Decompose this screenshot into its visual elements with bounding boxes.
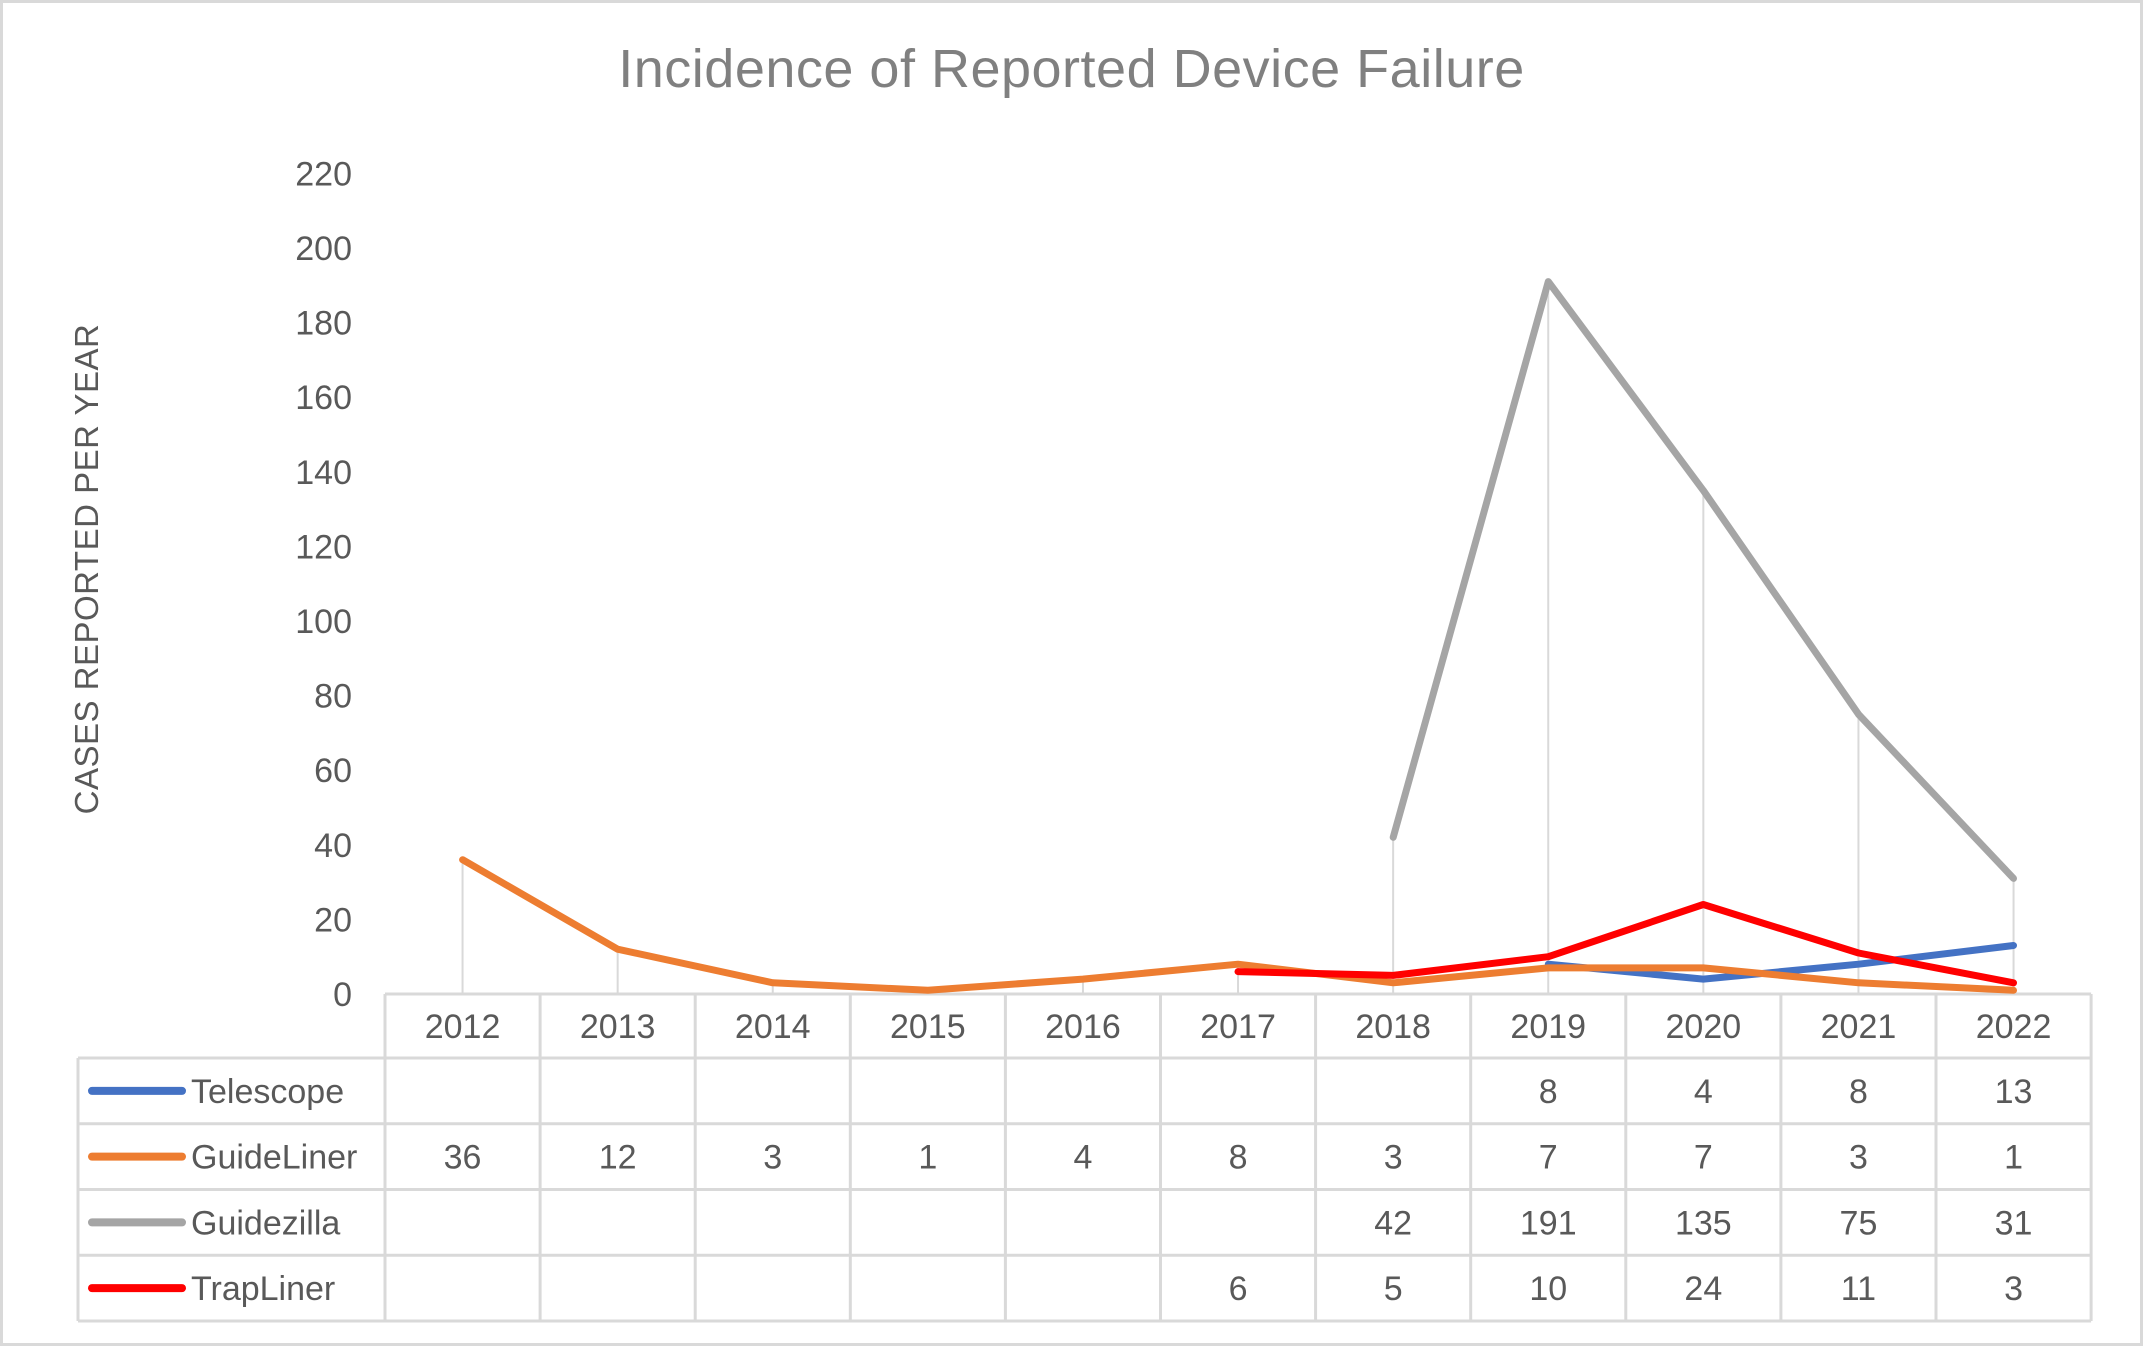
x-category-label: 2019: [1510, 1008, 1586, 1046]
x-category-label: 2016: [1045, 1008, 1121, 1046]
x-category-label: 2012: [425, 1008, 501, 1046]
table-cell-value: 12: [599, 1139, 637, 1177]
table-cell-value: 11: [1841, 1270, 1876, 1308]
table-cell-value: 135: [1675, 1204, 1732, 1242]
table-cell-value: 4: [1694, 1073, 1713, 1111]
x-category-label: 2021: [1821, 1008, 1897, 1046]
y-tick-label: 60: [314, 752, 352, 790]
legend-label-guidezilla: Guidezilla: [191, 1204, 340, 1242]
table-cell-value: 36: [444, 1139, 482, 1177]
table-cell-value: 8: [1229, 1139, 1248, 1177]
legend-label-guideliner: GuideLiner: [191, 1139, 357, 1177]
table-cell-value: 1: [2004, 1139, 2023, 1177]
table-cell-value: 191: [1520, 1204, 1577, 1242]
x-category-label: 2014: [735, 1008, 811, 1046]
table-cell-value: 4: [1073, 1139, 1092, 1177]
series-line-guidezilla: [1389, 278, 2017, 882]
x-category-label: 2020: [1666, 1008, 1742, 1046]
table-cell-value: 3: [1384, 1139, 1403, 1177]
x-category-label: 2017: [1200, 1008, 1276, 1046]
y-tick-label: 200: [295, 230, 352, 268]
y-tick-label: 180: [295, 305, 352, 343]
series-line-trapliner: [1234, 901, 2017, 987]
table-cell-value: 75: [1840, 1204, 1878, 1242]
data-table: 2012 2013 2014 2015 2016 2017 2018 2019 2020 2021…: [76, 992, 2093, 1323]
table-cell-value: 13: [1995, 1073, 2033, 1111]
x-category-label: 2022: [1976, 1008, 2052, 1046]
table-cell-value: 1: [918, 1139, 937, 1177]
series-line-guideliner: [459, 856, 2017, 994]
y-tick-label: 220: [295, 155, 352, 193]
y-tick-label: 100: [295, 603, 352, 641]
table-cell-value: 6: [1229, 1270, 1248, 1308]
y-tick-label: 120: [295, 528, 352, 566]
table-cell-value: 8: [1849, 1073, 1868, 1111]
table-cell-value: 3: [1849, 1139, 1868, 1177]
legend-label-telescope: Telescope: [191, 1073, 344, 1111]
x-category-label: 2018: [1355, 1008, 1431, 1046]
table-cell-value: 7: [1539, 1139, 1558, 1177]
chart-title: Incidence of Reported Device Failure: [618, 39, 1525, 99]
y-tick-label: 140: [295, 454, 352, 492]
legend-label-trapliner: TrapLiner: [191, 1270, 335, 1308]
y-tick-label: 0: [333, 976, 352, 1014]
x-category-label: 2015: [890, 1008, 966, 1046]
y-tick-label: 80: [314, 678, 352, 716]
table-cell-value: 3: [763, 1139, 782, 1177]
y-tick-label: 160: [295, 379, 352, 417]
table-cell-value: 5: [1384, 1270, 1403, 1308]
table-cell-value: 10: [1529, 1270, 1567, 1308]
table-cell-value: 42: [1374, 1204, 1412, 1242]
series-line-telescope: [1544, 942, 2017, 983]
y-tick-label: 20: [314, 901, 352, 939]
y-tick-label: 40: [314, 827, 352, 865]
x-category-label: 2013: [580, 1008, 656, 1046]
table-cell-value: 8: [1539, 1073, 1558, 1111]
table-cell-value: 7: [1694, 1139, 1713, 1177]
table-cell-value: 3: [2004, 1270, 2023, 1308]
table-cell-value: 24: [1684, 1270, 1722, 1308]
table-cell-value: 31: [1995, 1204, 2033, 1242]
